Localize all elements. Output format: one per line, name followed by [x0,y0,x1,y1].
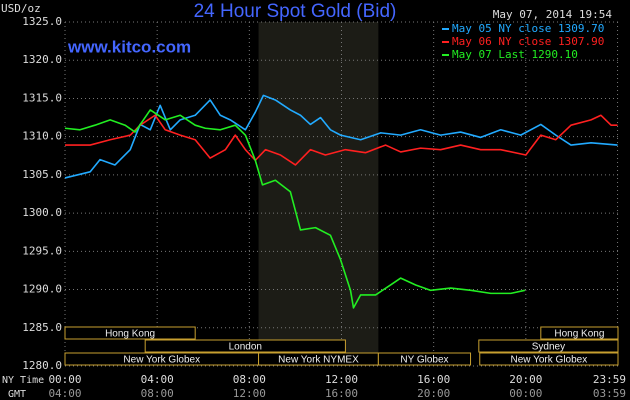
session-box [377,352,472,366]
x2-axis-label: GMT [8,389,26,400]
x-axis-label: NY Time [2,375,44,386]
background [258,22,379,366]
x2-tick-label: 03:59 [593,387,626,400]
y-tick-label: 1325.0 [22,15,62,28]
x2-tick-label: 04:00 [48,387,81,400]
legend-entry: May 05 NY close 1309.70 [452,22,604,35]
timestamp: May 07, 2014 19:54 [493,8,613,21]
x-tick-label: 16:00 [417,373,450,386]
session-label: Hong Kong [554,329,604,340]
legend-entry: May 06 NY close 1307.90 [452,35,604,48]
x-tick-label: 04:00 [141,373,174,386]
session-label: London [229,342,262,353]
x2-tick-label: 12:00 [233,387,266,400]
y-tick-label: 1305.0 [22,168,62,181]
series-line [65,114,618,166]
session-box [64,326,196,340]
session-box [478,339,619,353]
x-tick-label: 23:59 [593,373,626,386]
y-tick-label: 1315.0 [22,91,62,104]
watermark: www.kitco.com [67,37,191,56]
y-tick-label: 1320.0 [22,53,62,66]
session-box [540,326,619,340]
y-tick-label: 1310.0 [22,130,62,143]
session-box [144,339,346,353]
session-shade [258,22,379,366]
x2-tick-label: 08:00 [141,387,174,400]
series-line [64,109,526,309]
session-label: New York Globex [123,355,200,366]
x-tick-label: 12:00 [325,373,358,386]
session-box [479,352,619,366]
session-label: Sydney [532,342,565,353]
x2-tick-label: 00:00 [509,387,542,400]
session-label: New York Globex [511,355,588,366]
x-tick-label: 08:00 [233,373,266,386]
session-label: NY Globex [400,355,448,366]
chart-title: 24 Hour Spot Gold (Bid) [194,1,397,22]
y-tick-label: 1280.0 [22,359,62,372]
y-tick-label: 1300.0 [22,206,62,219]
y-tick-label: 1285.0 [22,321,62,334]
y-axis-label: USD/oz [1,2,41,15]
session-label: Hong Kong [105,329,155,340]
y-tick-label: 1295.0 [22,244,62,257]
x-tick-label: 20:00 [509,373,542,386]
series-line [64,94,618,179]
session-label: New York NYMEX [278,355,359,366]
legend-entry: May 07 Last 1290.10 [452,48,578,61]
x-tick-label: 00:00 [48,373,81,386]
y-tick-label: 1290.0 [22,283,62,296]
x2-tick-label: 16:00 [325,387,358,400]
x2-tick-label: 20:00 [417,387,450,400]
